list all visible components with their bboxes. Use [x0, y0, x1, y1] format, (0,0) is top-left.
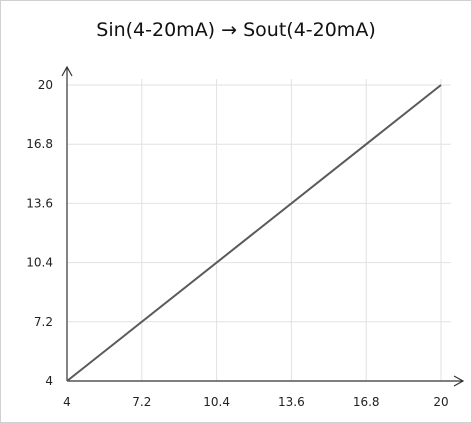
y-tick-label: 4: [45, 374, 53, 388]
y-tick-label: 7.2: [34, 315, 53, 329]
chart-title: Sin(4-20mA) → Sout(4-20mA): [96, 19, 376, 41]
series-layer: [66, 84, 442, 382]
y-tick-label: 20: [38, 78, 53, 92]
tick-labels: 4 7.2 10.4 13.6 16.8 20 4 7.2 10.4 13.6 16.8 20: [26, 78, 448, 409]
x-tick-label: 13.6: [278, 395, 305, 409]
y-tick-label: 16.8: [26, 137, 53, 151]
axes: [61, 65, 465, 387]
x-tick-label: 4: [63, 395, 71, 409]
series-line: [66, 84, 442, 382]
x-axis-arrow-icon: [453, 375, 465, 387]
x-tick-label: 20: [433, 395, 448, 409]
y-tick-label: 13.6: [26, 196, 53, 210]
y-axis-arrow-icon: [61, 65, 73, 77]
x-tick-label: 10.4: [203, 395, 230, 409]
x-tick-label: 16.8: [353, 395, 380, 409]
grid: [67, 79, 451, 381]
x-tick-label: 7.2: [132, 395, 151, 409]
y-tick-label: 10.4: [26, 256, 53, 270]
